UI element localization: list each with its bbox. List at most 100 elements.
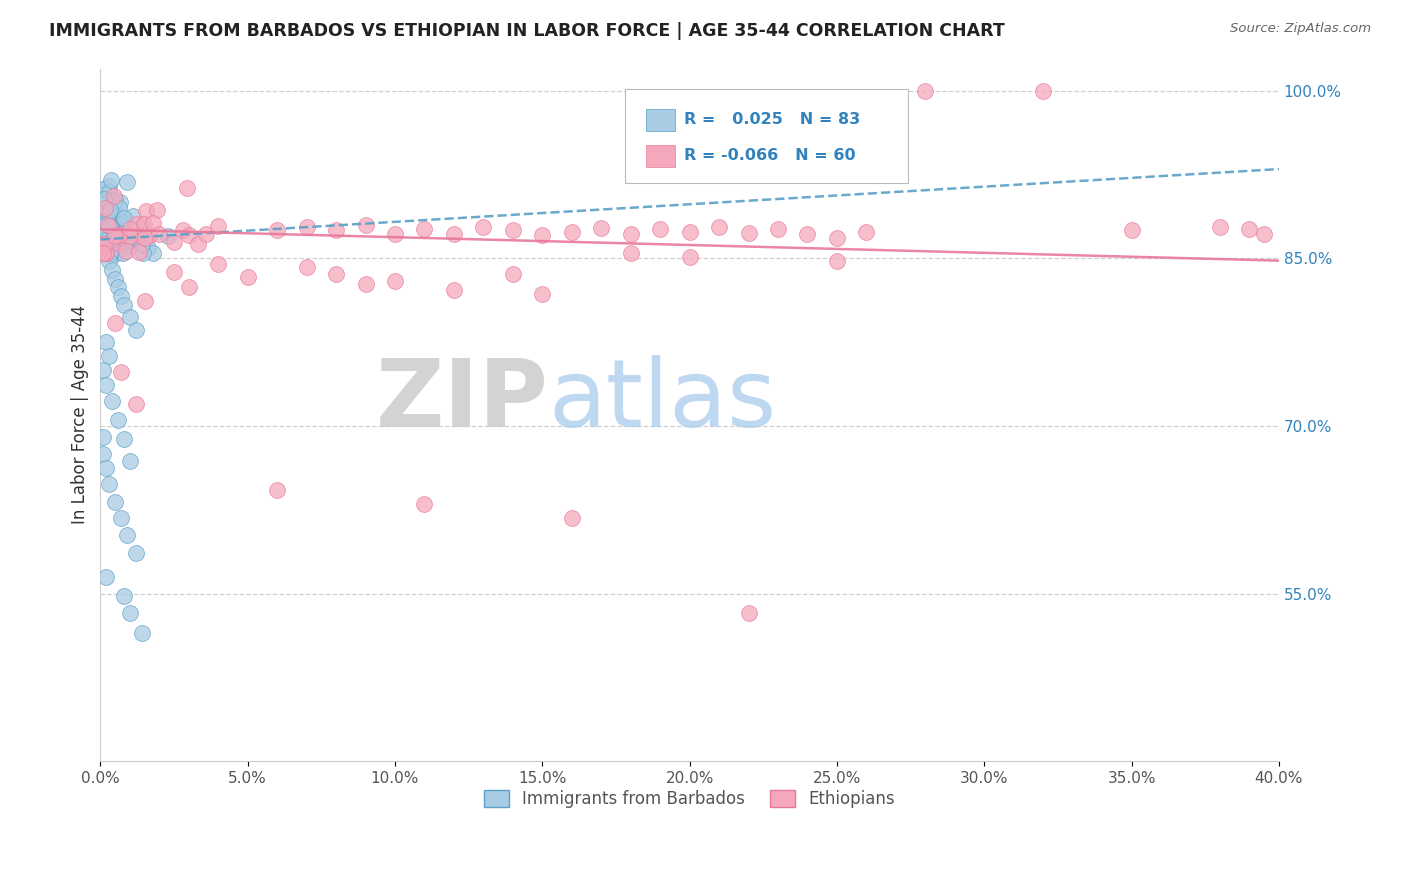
Point — [110, 230, 132, 244]
Point — [134, 231, 156, 245]
Point — [1253, 227, 1275, 241]
Point — [737, 606, 759, 620]
Point — [163, 265, 186, 279]
Point — [118, 606, 141, 620]
Point — [1239, 222, 1261, 236]
Point — [156, 228, 179, 243]
Point — [112, 219, 135, 233]
Point — [94, 233, 117, 247]
Point — [112, 211, 135, 225]
Point — [766, 222, 789, 236]
Point — [97, 245, 120, 260]
Text: atlas: atlas — [548, 355, 776, 447]
Point — [707, 220, 730, 235]
Point — [94, 190, 117, 204]
Point — [110, 510, 132, 524]
Point — [114, 214, 136, 228]
Point — [91, 182, 114, 196]
Point — [96, 245, 118, 260]
Point — [103, 217, 125, 231]
Point — [502, 223, 524, 237]
Point — [132, 245, 155, 260]
FancyBboxPatch shape — [645, 145, 675, 167]
Point — [135, 204, 157, 219]
Point — [101, 222, 124, 236]
Point — [97, 185, 120, 199]
Point — [115, 244, 138, 259]
Point — [443, 283, 465, 297]
Point — [295, 260, 318, 275]
Point — [561, 225, 583, 239]
Point — [118, 239, 141, 253]
Point — [187, 236, 209, 251]
Point — [101, 200, 124, 214]
Point — [98, 245, 121, 260]
Point — [678, 225, 700, 239]
Text: Source: ZipAtlas.com: Source: ZipAtlas.com — [1230, 22, 1371, 36]
Point — [107, 280, 129, 294]
Text: R = -0.066   N = 60: R = -0.066 N = 60 — [683, 148, 855, 163]
Point — [121, 209, 143, 223]
Point — [561, 510, 583, 524]
Point — [138, 228, 160, 243]
Point — [96, 461, 118, 475]
Point — [103, 231, 125, 245]
Point — [104, 193, 127, 207]
Point — [195, 227, 218, 241]
Point — [413, 222, 436, 236]
Point — [207, 219, 229, 233]
Point — [413, 497, 436, 511]
Legend: Immigrants from Barbados, Ethiopians: Immigrants from Barbados, Ethiopians — [478, 783, 901, 815]
Point — [112, 433, 135, 447]
Y-axis label: In Labor Force | Age 35-44: In Labor Force | Age 35-44 — [72, 305, 89, 524]
Point — [93, 192, 115, 206]
Point — [115, 175, 138, 189]
Point — [531, 227, 554, 242]
Point — [163, 235, 186, 249]
Point — [620, 245, 643, 260]
Point — [125, 546, 148, 560]
Point — [107, 228, 129, 243]
Point — [110, 365, 132, 379]
Point — [148, 227, 170, 241]
Point — [855, 225, 877, 239]
Point — [105, 245, 128, 260]
Point — [90, 227, 112, 241]
Point — [142, 245, 165, 260]
Point — [125, 217, 148, 231]
Point — [236, 270, 259, 285]
Point — [1209, 220, 1232, 235]
Point — [650, 222, 672, 236]
Point — [104, 495, 127, 509]
Point — [103, 189, 125, 203]
Point — [101, 204, 124, 219]
Point — [93, 202, 115, 216]
Text: R =   0.025   N = 83: R = 0.025 N = 83 — [683, 112, 860, 127]
Point — [472, 220, 495, 235]
Point — [825, 253, 848, 268]
Point — [118, 222, 141, 236]
Point — [115, 234, 138, 248]
Point — [94, 245, 117, 260]
Point — [127, 227, 149, 242]
Point — [103, 211, 125, 226]
Point — [131, 236, 153, 251]
Point — [132, 221, 155, 235]
Point — [90, 245, 112, 260]
Point — [91, 447, 114, 461]
Point — [98, 253, 121, 268]
Point — [97, 206, 120, 220]
Point — [107, 413, 129, 427]
Point — [96, 335, 118, 350]
Point — [98, 202, 121, 217]
Point — [101, 262, 124, 277]
Point — [737, 226, 759, 240]
Point — [796, 227, 818, 241]
Point — [100, 173, 122, 187]
Point — [96, 377, 118, 392]
Point — [108, 227, 131, 242]
Point — [146, 202, 169, 217]
Point — [97, 179, 120, 194]
Point — [115, 528, 138, 542]
Point — [1121, 223, 1143, 237]
